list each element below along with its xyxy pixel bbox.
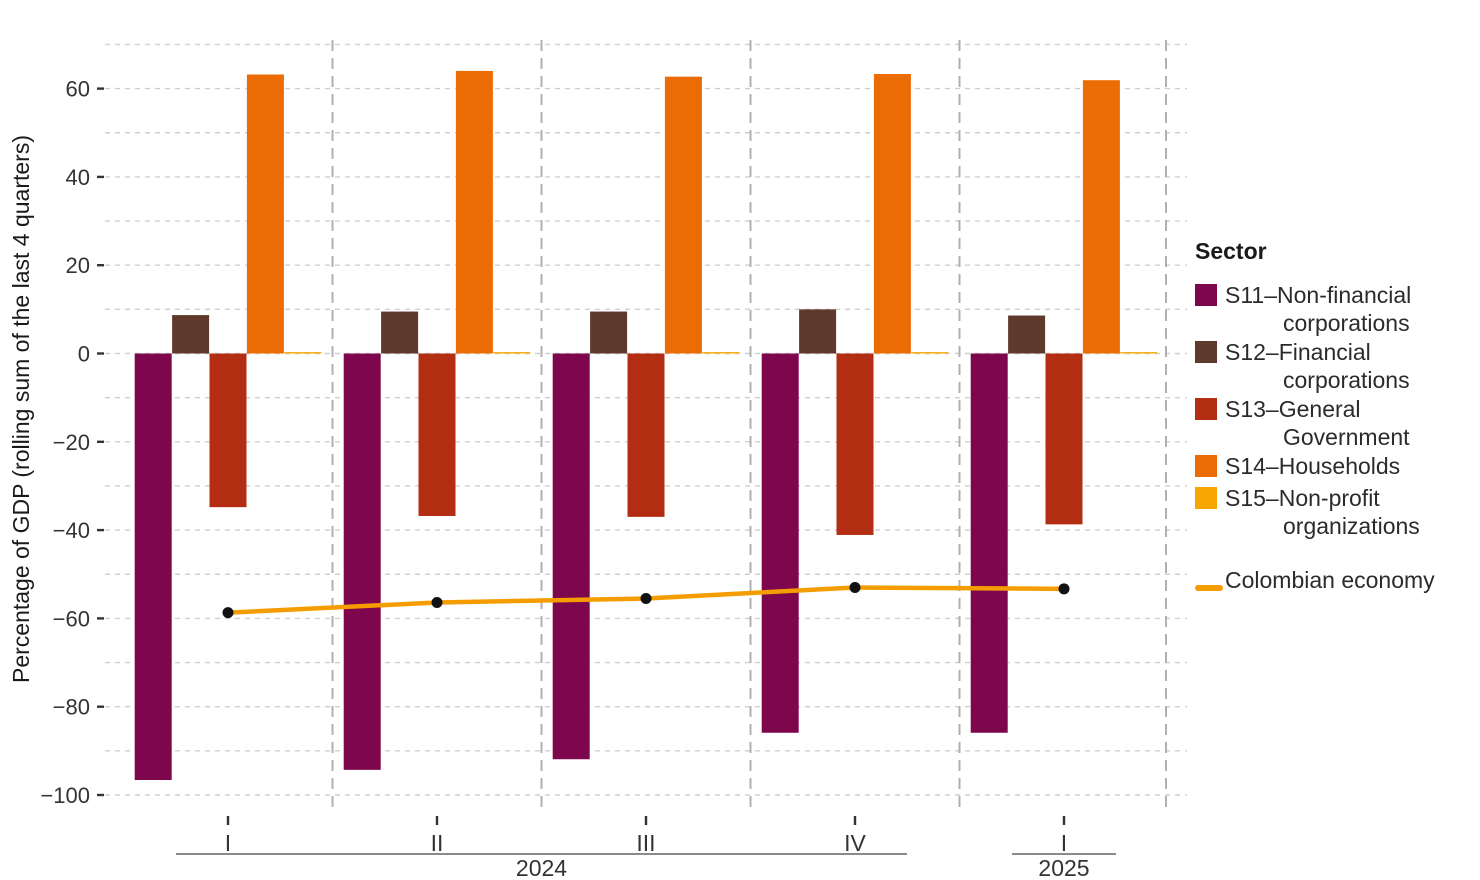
y-tick-label: −60: [53, 606, 90, 631]
bar-S13-2024-III: [627, 353, 665, 517]
y-tick-label: −100: [40, 783, 90, 808]
legend: Sector S11–Non-financial corporations S12…: [1195, 238, 1445, 598]
bar-S13-2024-I: [209, 353, 247, 508]
y-tick-label: −40: [53, 518, 90, 543]
economy-line-point-2024-III: [640, 593, 652, 605]
bar-S11-2024-III: [552, 353, 590, 760]
legend-swatch-cell: [1195, 566, 1225, 597]
legend-items: S11–Non-financial corporations S12–Financ…: [1195, 281, 1445, 597]
legend-title: Sector: [1195, 238, 1267, 264]
year-label: 2024: [516, 855, 567, 880]
bar-S13-2024-II: [418, 353, 456, 516]
legend-swatch-cell: [1195, 452, 1225, 483]
x-quarter-label: III: [636, 830, 655, 856]
y-tick-label: 20: [66, 253, 90, 278]
legend-item-label: S14–Households: [1225, 453, 1401, 479]
legend-item-label: S12–Financial corporations: [1225, 339, 1410, 393]
legend-color-swatch: [1195, 341, 1217, 363]
legend-item-label: S13–General Government: [1225, 396, 1410, 450]
economy-line-point-2024-I: [222, 607, 234, 619]
legend-item-label: Colombian economy: [1225, 567, 1435, 593]
bar-S15-2024-III: [702, 352, 740, 354]
bar-S13-2024-IV: [836, 353, 874, 535]
bar-S14-2024-III: [664, 76, 702, 354]
bar-S12-2025-I: [1008, 315, 1046, 354]
bar-S14-2024-IV: [873, 74, 911, 354]
legend-item: S15–Non-profit organizations: [1195, 484, 1445, 540]
legend-item: Colombian economy: [1195, 566, 1445, 597]
y-tick-label: 40: [66, 165, 90, 190]
y-tick-label: 60: [66, 77, 90, 102]
bar-S14-2024-II: [455, 70, 493, 354]
bar-S11-2024-II: [343, 353, 381, 770]
economy-line-point-2024-IV: [849, 581, 861, 593]
bar-S15-2024-II: [493, 352, 531, 354]
y-axis-title: Percentage of GDP (rolling sum of the la…: [8, 135, 34, 684]
y-tick-label: −80: [53, 695, 90, 720]
bar-S15-2024-IV: [911, 352, 949, 354]
legend-line-swatch: [1195, 585, 1223, 591]
x-quarter-label: I: [1061, 830, 1067, 856]
x-quarter-label: I: [225, 830, 231, 856]
legend-color-swatch: [1195, 284, 1217, 306]
bar-S15-2024-I: [284, 352, 322, 354]
legend-swatch-cell: [1195, 281, 1225, 337]
legend-swatch-cell: [1195, 338, 1225, 394]
x-quarter-label: II: [431, 830, 444, 856]
legend-item: S11–Non-financial corporations: [1195, 281, 1445, 337]
y-tick-label: 0: [78, 342, 90, 367]
y-tick-label: −20: [53, 430, 90, 455]
legend-item: S13–General Government: [1195, 395, 1445, 451]
legend-item-label: S11–Non-financial corporations: [1225, 282, 1412, 336]
bar-S12-2024-IV: [799, 309, 837, 354]
bar-S14-2024-I: [246, 74, 284, 354]
economy-line-point-2025-I: [1058, 583, 1070, 595]
bar-S15-2025-I: [1120, 352, 1158, 354]
year-label: 2025: [1038, 855, 1089, 880]
legend-item-label: S15–Non-profit organizations: [1225, 485, 1420, 539]
bar-S12-2024-III: [590, 311, 628, 354]
bar-S14-2025-I: [1082, 80, 1120, 354]
legend-swatch-cell: [1195, 395, 1225, 451]
legend-color-swatch: [1195, 487, 1217, 509]
bar-S11-2025-I: [970, 353, 1008, 733]
bar-S12-2024-I: [172, 315, 210, 354]
x-quarter-label: IV: [844, 830, 866, 856]
bar-S12-2024-II: [381, 311, 419, 354]
legend-color-swatch: [1195, 455, 1217, 477]
bar-S11-2024-I: [134, 353, 172, 780]
legend-item: S12–Financial corporations: [1195, 338, 1445, 394]
bar-S13-2025-I: [1045, 353, 1083, 525]
bar-S11-2024-IV: [761, 353, 799, 733]
legend-swatch-cell: [1195, 484, 1225, 540]
economy-line-point-2024-II: [431, 597, 443, 609]
legend-color-swatch: [1195, 398, 1217, 420]
legend-item: S14–Households: [1195, 452, 1445, 483]
